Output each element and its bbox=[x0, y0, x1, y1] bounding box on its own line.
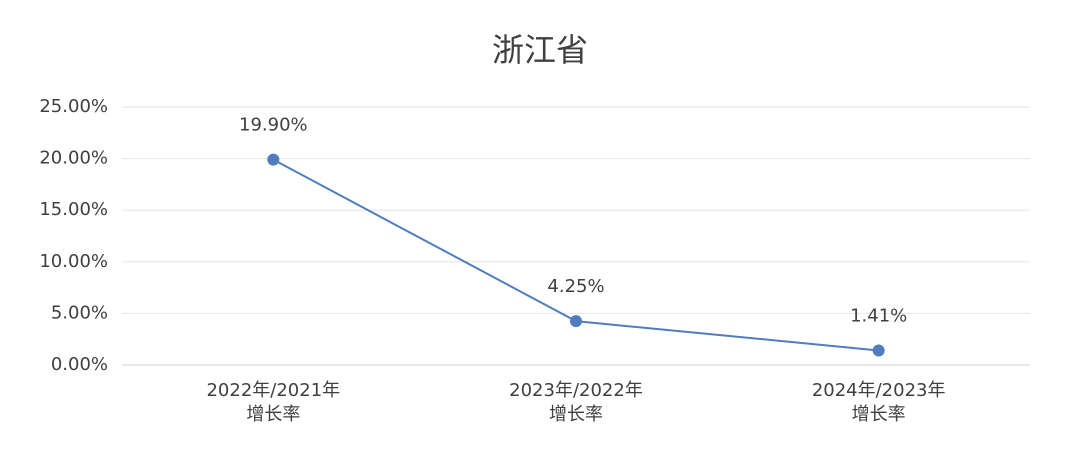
point bbox=[872, 344, 885, 357]
point bbox=[570, 315, 582, 328]
point bbox=[267, 153, 280, 166]
data-label: 4.25% bbox=[547, 276, 604, 297]
y-tick-label: 25.00% bbox=[39, 96, 108, 117]
chart-title: 浙江省 bbox=[492, 31, 588, 69]
x-tick-label: 2024年/2023年 增长率 bbox=[811, 380, 946, 425]
y-tick-label: 5.00% bbox=[51, 302, 108, 323]
data-label: 1.41% bbox=[850, 305, 907, 326]
x-tick-label: 2022年/2021年 增长率 bbox=[206, 380, 341, 425]
data-label: 19.90% bbox=[239, 115, 308, 136]
y-tick-label: 10.00% bbox=[39, 251, 108, 272]
y-tick-label: 0.00% bbox=[51, 354, 108, 375]
y-tick-label: 15.00% bbox=[39, 199, 108, 220]
y-tick-label: 20.00% bbox=[39, 148, 108, 169]
x-tick-label: 2023年/2022年 增长率 bbox=[509, 380, 643, 425]
